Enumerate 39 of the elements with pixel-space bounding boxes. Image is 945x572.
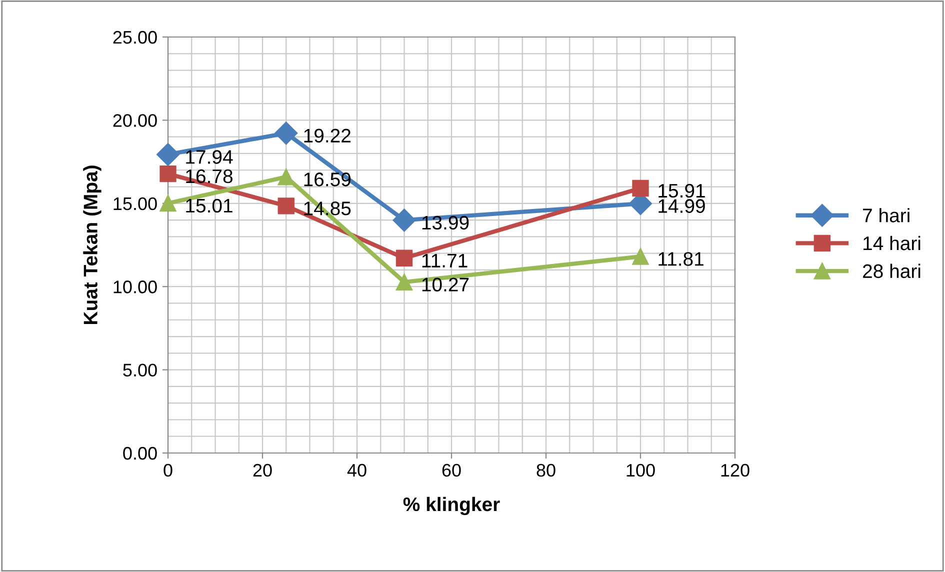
data-label: 15.01 xyxy=(186,198,232,213)
y-tick-label: 15.00 xyxy=(114,197,157,210)
data-label: 16.78 xyxy=(186,169,232,184)
legend-label: 14 hari xyxy=(864,236,920,250)
data-label: 11.81 xyxy=(658,252,704,266)
x-tick-label: 20 xyxy=(253,464,272,477)
y-tick-label: 5.00 xyxy=(123,364,157,377)
point xyxy=(160,165,176,182)
y-tick-label: 20.00 xyxy=(113,114,157,127)
point xyxy=(274,122,298,145)
legend-label: 28 hari xyxy=(863,264,920,278)
point xyxy=(396,274,413,290)
x-axis-title: % klingker xyxy=(403,496,500,516)
data-label: 19.22 xyxy=(304,128,350,143)
legend-label: 7 hari xyxy=(863,208,910,222)
point xyxy=(392,208,416,232)
data-label: 11.71 xyxy=(422,254,468,268)
point xyxy=(632,248,649,265)
y-tick-label: 25.00 xyxy=(113,30,157,44)
data-label: 10.27 xyxy=(422,278,469,292)
x-tick-label: 0 xyxy=(164,464,172,477)
data-label: 17.94 xyxy=(186,150,233,164)
data-label: 15.91 xyxy=(658,184,705,198)
point xyxy=(160,194,176,212)
x-tick-label: 80 xyxy=(536,464,556,477)
y-tick-label: 10.00 xyxy=(114,280,157,294)
point xyxy=(632,180,649,197)
point xyxy=(278,168,294,186)
x-tick-label: 40 xyxy=(347,464,366,477)
data-label: 13.99 xyxy=(422,216,469,230)
point xyxy=(396,250,413,266)
data-label: 14.99 xyxy=(658,199,705,213)
x-tick-label: 100 xyxy=(626,464,655,477)
point xyxy=(156,142,180,166)
x-tick-label: 120 xyxy=(721,464,750,477)
y-axis-title: Kuat Tekan (Mpa) xyxy=(83,166,102,324)
x-tick-label: 60 xyxy=(442,464,461,477)
y-tick-label: 0.00 xyxy=(123,446,157,460)
point xyxy=(278,198,294,214)
